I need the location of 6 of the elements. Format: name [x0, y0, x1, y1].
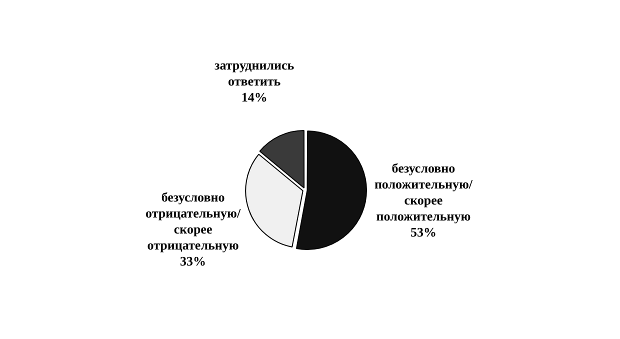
slice-label: затруднились ответить	[214, 58, 294, 89]
slice-label: безусловно положительную/ скорее положительную	[374, 160, 473, 224]
data-label: 53%	[410, 224, 436, 240]
slice-label: безусловно отрицательную/ скорее отрицательную	[145, 190, 241, 253]
data-label: 14%	[241, 90, 268, 105]
data-label: 33%	[180, 254, 206, 269]
